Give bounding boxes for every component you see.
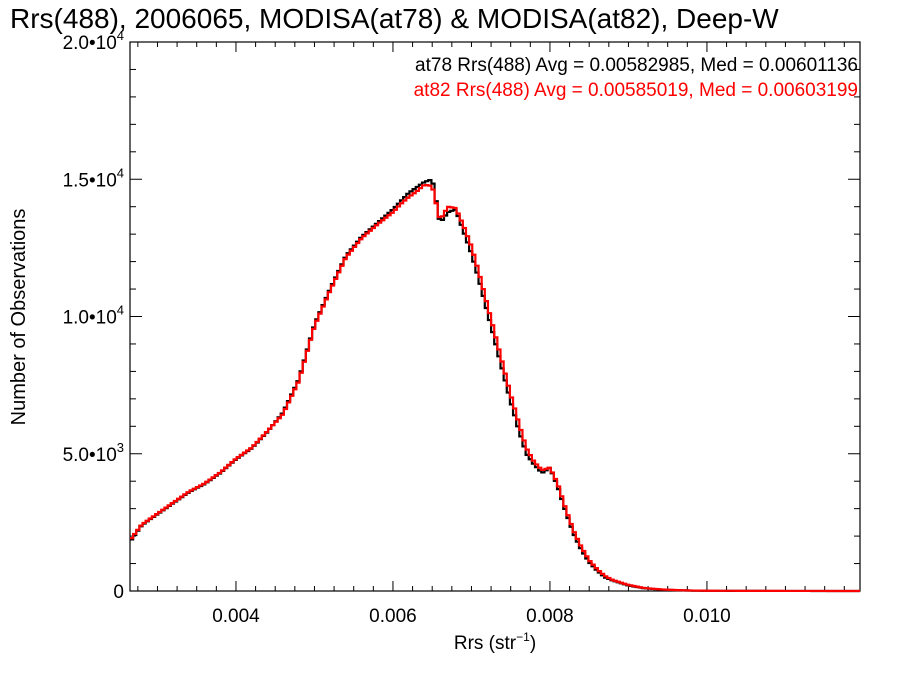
series-layer xyxy=(130,178,860,593)
series-at78-line xyxy=(130,178,860,593)
chart-title: Rrs(488), 2006065, MODISA(at78) & MODISA… xyxy=(10,3,779,34)
legend-entry-at78: at78 Rrs(488) Avg = 0.00582985, Med = 0.… xyxy=(415,55,858,76)
legend-entry-at82: at82 Rrs(488) Avg = 0.00585019, Med = 0.… xyxy=(414,80,858,101)
x-tick-label: 0.008 xyxy=(526,606,574,627)
x-axis-label-text: Rrs (str xyxy=(454,633,517,654)
y-tick-label: 2.0•104 xyxy=(63,28,124,54)
y-tick-label: 0 xyxy=(113,582,124,603)
y-axis-label: Number of Observations xyxy=(8,209,30,426)
y-axis-ticks: 0 5.0•103 1.0•104 1.5•104 2.0•104 xyxy=(63,28,860,603)
x-tick-label: 0.006 xyxy=(369,606,417,627)
x-tick-label: 0.004 xyxy=(212,606,260,627)
x-axis-label-superscript: −1 xyxy=(516,630,530,644)
y-tick-label: 5.0•103 xyxy=(63,440,124,466)
series-at82-line xyxy=(130,184,860,593)
plot-frame xyxy=(129,41,861,592)
x-tick-label: 0.010 xyxy=(683,606,731,627)
x-axis-ticks: 0.004 0.006 0.008 0.010 xyxy=(137,42,845,627)
y-tick-label: 1.0•104 xyxy=(63,303,124,329)
x-axis-label-close: ) xyxy=(530,633,536,654)
x-axis-label: Rrs (str−1) xyxy=(454,630,536,654)
y-tick-label: 1.5•104 xyxy=(63,165,124,191)
